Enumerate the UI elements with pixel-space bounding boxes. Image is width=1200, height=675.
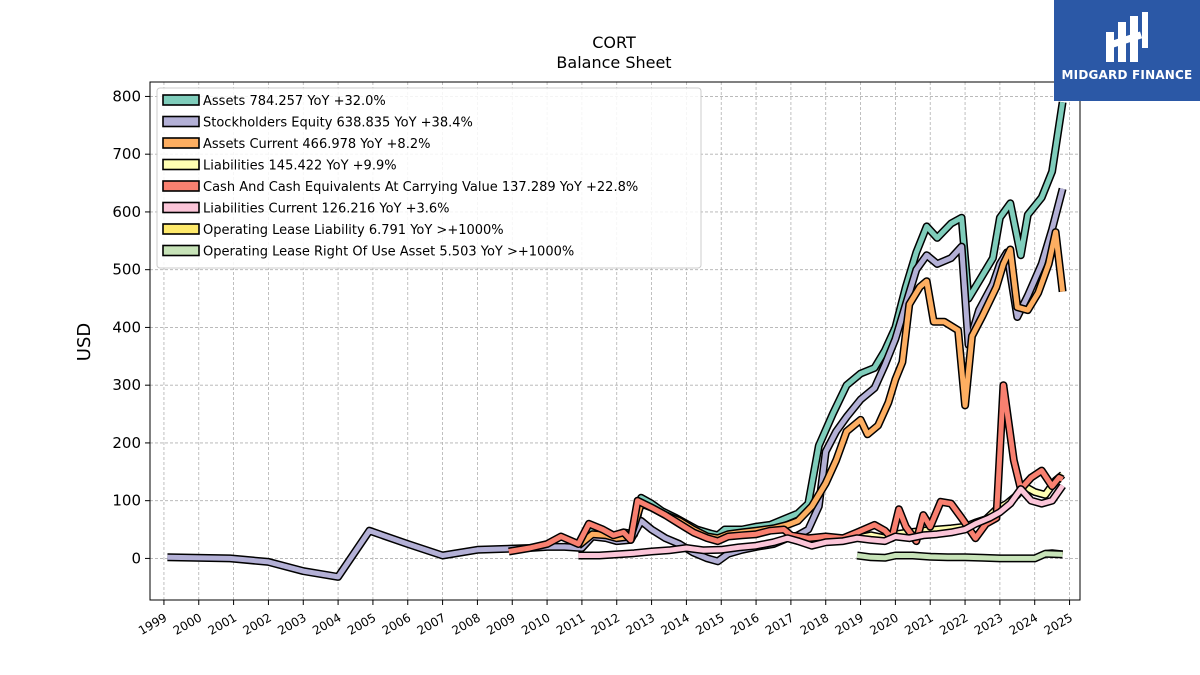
x-tick-label: 2022 bbox=[937, 610, 970, 637]
series-5 bbox=[578, 483, 1066, 560]
x-tick-label: 2017 bbox=[763, 610, 796, 637]
legend-label: Operating Lease Right Of Use Asset 5.503… bbox=[203, 245, 574, 260]
x-tick-label: 2010 bbox=[519, 610, 552, 637]
legend-label: Assets Current 466.978 YoY +8.2% bbox=[203, 137, 430, 152]
x-tick-label: 2023 bbox=[972, 610, 1005, 637]
x-tick-label: 2021 bbox=[902, 610, 935, 637]
legend-label: Operating Lease Liability 6.791 YoY >+10… bbox=[203, 223, 504, 238]
x-tick-label: 1999 bbox=[136, 610, 169, 637]
x-tick-label: 2018 bbox=[798, 610, 831, 637]
x-tick-label: 2014 bbox=[658, 610, 691, 637]
chart-title: CORT bbox=[592, 33, 636, 52]
legend-swatch bbox=[162, 223, 200, 235]
x-tick-label: 2011 bbox=[554, 610, 587, 637]
x-axis-ticks: 1999 2000 2001 2002 2003 2004 2005 2006 2007 2008… bbox=[136, 600, 1075, 638]
legend-swatch bbox=[162, 115, 200, 128]
y-tick-label: 300 bbox=[112, 376, 141, 394]
y-tick-label: 400 bbox=[112, 318, 141, 336]
x-tick-label: 2000 bbox=[171, 610, 204, 637]
legend-label: Stockholders Equity 638.835 YoY +38.4% bbox=[203, 116, 473, 131]
chart-legend: Assets 784.257 YoY +32.0% Stockholders Eq… bbox=[156, 87, 702, 269]
legend-label: Assets 784.257 YoY +32.0% bbox=[203, 94, 386, 109]
series-lines bbox=[167, 101, 1067, 581]
y-tick-label: 800 bbox=[112, 87, 141, 105]
x-tick-label: 2012 bbox=[589, 610, 622, 637]
legend-swatch bbox=[162, 201, 200, 214]
x-tick-label: 2003 bbox=[275, 610, 308, 637]
x-tick-label: 2001 bbox=[206, 610, 239, 637]
x-tick-label: 2013 bbox=[624, 610, 657, 637]
legend-swatch bbox=[162, 94, 200, 106]
y-tick-label: 0 bbox=[131, 549, 141, 567]
series-line bbox=[578, 484, 1065, 558]
y-tick-label: 100 bbox=[112, 492, 141, 510]
y-tick-label: 500 bbox=[112, 261, 141, 279]
x-tick-label: 2019 bbox=[833, 610, 866, 637]
x-tick-label: 2024 bbox=[1007, 610, 1040, 637]
y-axis-label: USD bbox=[74, 323, 95, 361]
series-7 bbox=[856, 549, 1063, 563]
midgard-finance-logo-icon bbox=[1106, 12, 1148, 62]
series-2 bbox=[575, 228, 1067, 549]
x-tick-label: 2002 bbox=[240, 610, 273, 637]
midgard-finance-logo: MIDGARD FINANCE bbox=[1054, 0, 1200, 101]
x-tick-label: 2008 bbox=[449, 610, 482, 637]
x-tick-label: 2009 bbox=[484, 610, 517, 637]
legend-label: Liabilities 145.422 YoY +9.9% bbox=[203, 159, 397, 174]
legend-swatch bbox=[162, 244, 200, 257]
x-tick-label: 2005 bbox=[345, 610, 378, 637]
plot-frame bbox=[149, 81, 1081, 601]
legend-box bbox=[156, 87, 702, 269]
legend-label: Liabilities Current 126.216 YoY +3.6% bbox=[203, 202, 450, 217]
legend-swatch bbox=[162, 180, 200, 192]
x-tick-label: 2015 bbox=[693, 610, 726, 637]
legend-swatch bbox=[162, 137, 200, 149]
y-axis-ticks: 0 100 200 300 400 500 600 700 800 bbox=[112, 87, 150, 567]
series-4 bbox=[508, 381, 1065, 556]
chart-subtitle: Balance Sheet bbox=[556, 53, 671, 72]
x-tick-label: 2025 bbox=[1042, 610, 1075, 637]
logo-text: MIDGARD FINANCE bbox=[1061, 68, 1193, 82]
legend-swatch bbox=[162, 158, 200, 171]
y-tick-label: 200 bbox=[112, 434, 141, 452]
x-tick-label: 2007 bbox=[415, 610, 448, 637]
y-tick-label: 700 bbox=[112, 145, 141, 163]
x-tick-label: 2020 bbox=[867, 610, 900, 637]
series-line-outline bbox=[575, 228, 1067, 549]
x-tick-label: 2006 bbox=[380, 610, 413, 637]
series-line bbox=[856, 551, 1063, 561]
x-tick-label: 2016 bbox=[728, 610, 761, 637]
legend-label: Cash And Cash Equivalents At Carrying Va… bbox=[203, 180, 638, 195]
y-tick-label: 600 bbox=[112, 203, 141, 221]
x-tick-label: 2004 bbox=[310, 610, 343, 637]
